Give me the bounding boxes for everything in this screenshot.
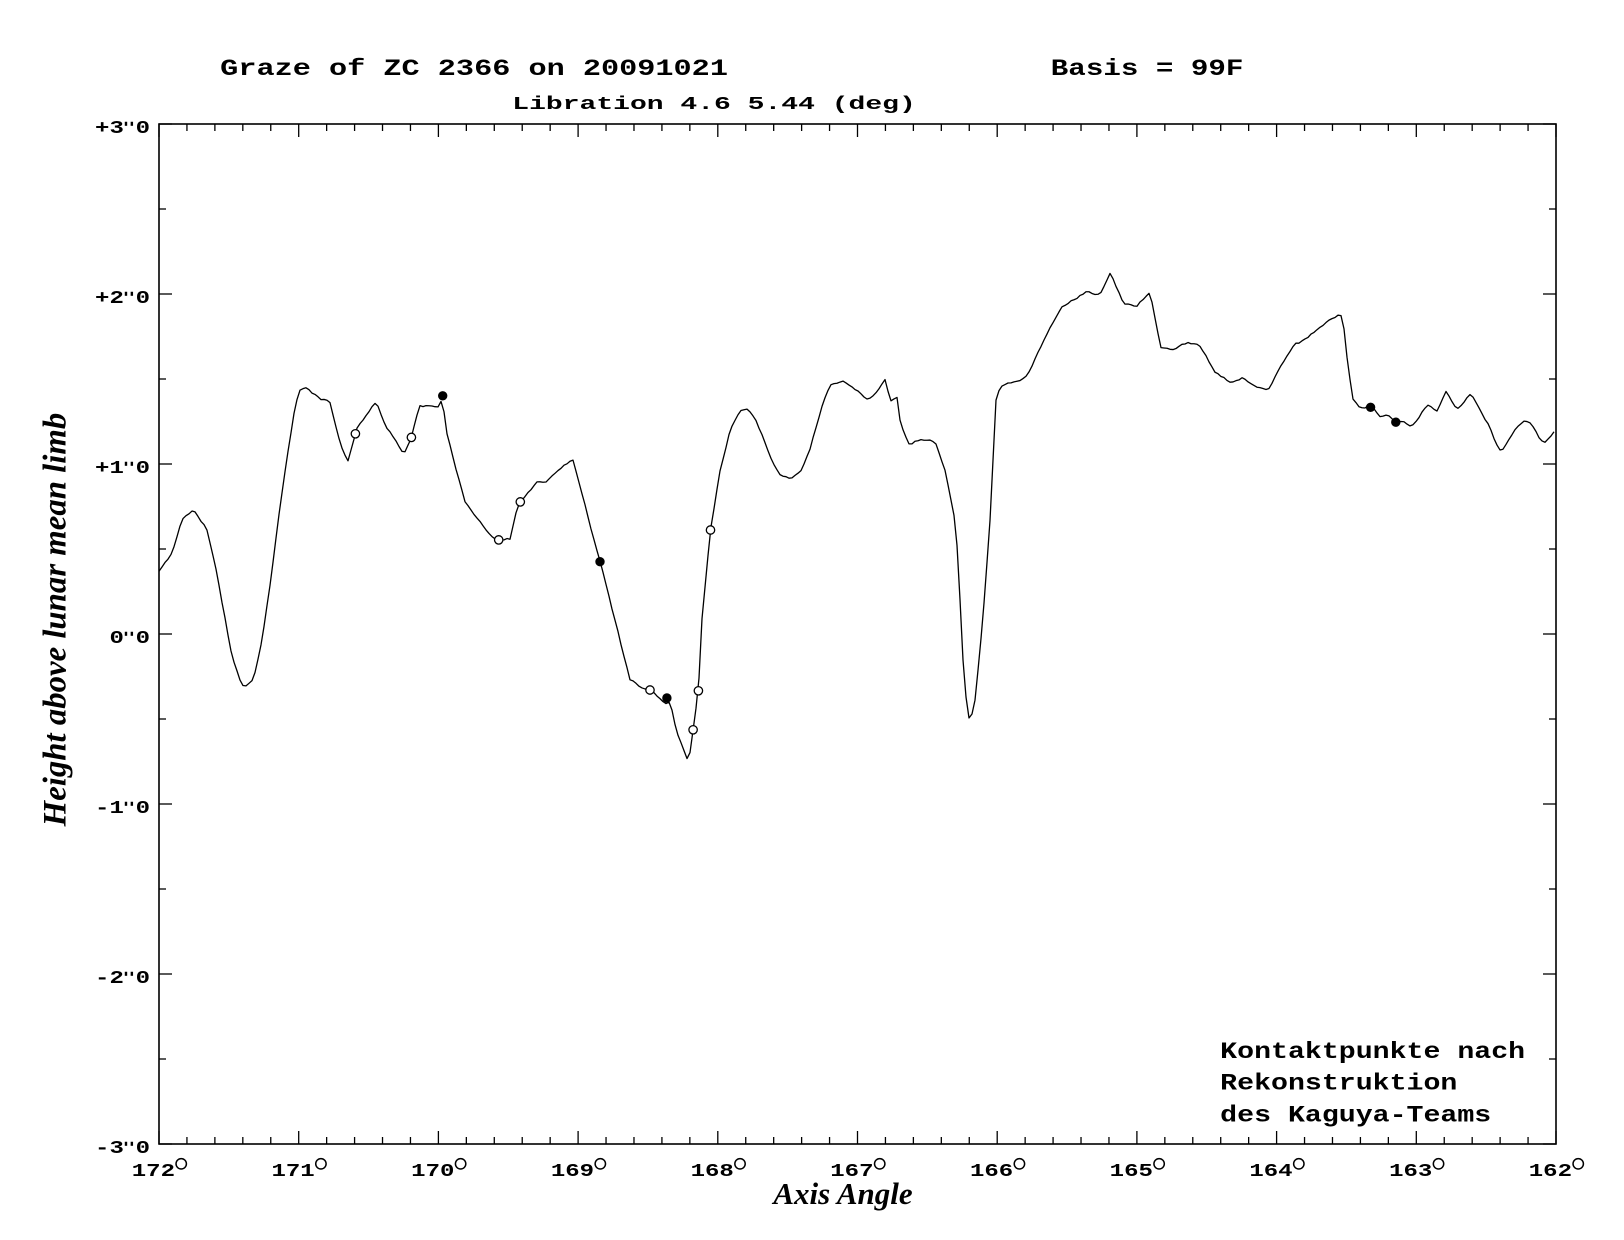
svg-text:172: 172 — [132, 1161, 175, 1182]
svg-text:0: 0 — [136, 968, 150, 989]
svg-text:166: 166 — [970, 1161, 1013, 1182]
svg-text:des Kaguya-Teams: des Kaguya-Teams — [1220, 1102, 1491, 1128]
svg-text:Libration 4.6 5.44 (deg): Libration 4.6 5.44 (deg) — [512, 94, 915, 115]
svg-text:-1: -1 — [95, 798, 124, 819]
svg-text:Axis Angle: Axis Angle — [771, 1176, 912, 1211]
svg-text:Height above lunar mean limb: Height above lunar mean limb — [38, 413, 74, 828]
svg-text:Rekonstruktion: Rekonstruktion — [1220, 1070, 1457, 1096]
svg-text:-3: -3 — [95, 1138, 124, 1159]
svg-text:163: 163 — [1389, 1161, 1432, 1182]
svg-text:164: 164 — [1249, 1161, 1292, 1182]
svg-text:+1: +1 — [95, 458, 124, 479]
svg-text:168: 168 — [691, 1161, 734, 1182]
svg-text:-2: -2 — [95, 968, 124, 989]
svg-text:0: 0 — [136, 798, 150, 819]
svg-text:Graze of ZC 2366 on 20091021: Graze of ZC 2366 on 20091021 — [220, 56, 728, 82]
svg-text:0: 0 — [136, 288, 150, 309]
svg-text:169: 169 — [551, 1161, 594, 1182]
svg-text:+3: +3 — [95, 118, 124, 139]
svg-text:Kontaktpunkte nach: Kontaktpunkte nach — [1220, 1039, 1525, 1065]
svg-text:0: 0 — [136, 458, 150, 479]
svg-text:171: 171 — [271, 1161, 314, 1182]
svg-text:0: 0 — [136, 118, 150, 139]
svg-text:Basis = 99F: Basis = 99F — [1051, 56, 1244, 82]
svg-text:+2: +2 — [95, 288, 124, 309]
svg-text:0: 0 — [136, 1138, 150, 1159]
svg-text:165: 165 — [1110, 1161, 1153, 1182]
svg-text:0: 0 — [136, 628, 150, 649]
svg-text:0: 0 — [109, 628, 123, 649]
svg-text:162: 162 — [1529, 1161, 1572, 1182]
svg-text:170: 170 — [411, 1161, 454, 1182]
